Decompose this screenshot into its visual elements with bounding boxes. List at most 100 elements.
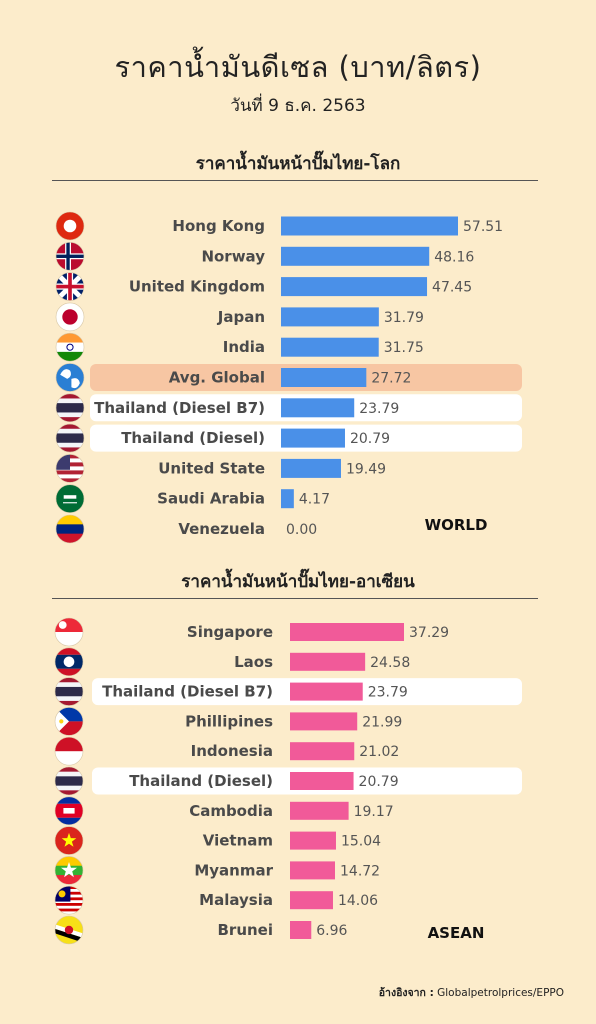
bar-row: Malaysia 14.06 bbox=[54, 885, 378, 915]
value-label: 19.17 bbox=[354, 804, 394, 820]
region-label: WORLD bbox=[425, 516, 488, 534]
bar-row: Thailand (Diesel B7) 23.79 bbox=[54, 677, 522, 706]
region-label: ASEAN bbox=[428, 924, 485, 942]
page-subtitle: วันที่ 9 ธ.ค. 2563 bbox=[230, 96, 366, 116]
bar-row: Japan 31.79 bbox=[55, 302, 424, 332]
value-label: 31.79 bbox=[384, 310, 424, 326]
bar bbox=[281, 277, 428, 297]
thailand-flag bbox=[55, 393, 85, 423]
source-label: อ้างอิงจาก : bbox=[378, 987, 434, 999]
category-label: Laos bbox=[234, 653, 273, 671]
category-label: United Kingdom bbox=[129, 278, 265, 296]
value-label: 14.06 bbox=[338, 893, 378, 909]
cambodia-flag bbox=[54, 796, 84, 826]
page-title: ราคาน้ำมันดีเซล (บาท/ลิตร) bbox=[114, 50, 482, 84]
value-label: 47.45 bbox=[432, 280, 472, 296]
bar-row: Venezuela 0.00 bbox=[55, 514, 317, 544]
bar-row: Hong Kong 57.51 bbox=[55, 211, 503, 241]
bar bbox=[290, 652, 366, 671]
bar bbox=[290, 682, 363, 701]
bar bbox=[290, 772, 354, 790]
category-label: Indonesia bbox=[191, 742, 273, 760]
thailand-flag bbox=[54, 766, 84, 796]
bar-row: Thailand (Diesel) 20.79 bbox=[54, 766, 522, 796]
value-label: 20.79 bbox=[350, 431, 390, 447]
category-label: Thailand (Diesel) bbox=[129, 772, 273, 790]
world-divider bbox=[52, 180, 538, 181]
value-label: 15.04 bbox=[341, 834, 381, 850]
united-states-flag bbox=[55, 454, 85, 483]
bar bbox=[281, 246, 430, 266]
value-label: 37.29 bbox=[409, 625, 449, 641]
bar bbox=[281, 337, 379, 357]
bar bbox=[281, 307, 379, 327]
bar bbox=[290, 831, 336, 850]
value-label: 31.75 bbox=[384, 340, 424, 356]
category-label: Phillipines bbox=[185, 712, 273, 730]
bar-row: United State 19.49 bbox=[55, 454, 386, 483]
bar bbox=[290, 801, 349, 820]
source-note: อ้างอิงจาก : Globalpetrolprices/EPPO bbox=[379, 984, 564, 1001]
bar-row: Vietnam 15.04 bbox=[54, 826, 381, 855]
value-label: 19.49 bbox=[346, 461, 386, 477]
category-label: Thailand (Diesel) bbox=[121, 429, 265, 447]
bar bbox=[290, 861, 336, 880]
asean-divider bbox=[52, 598, 538, 599]
category-label: Myanmar bbox=[194, 861, 273, 879]
bar-row: Indonesia 21.02 bbox=[54, 736, 399, 766]
bar bbox=[281, 368, 367, 387]
bar bbox=[281, 428, 345, 448]
norway-flag bbox=[55, 241, 85, 271]
myanmar-flag bbox=[54, 856, 84, 885]
bar-row: Thailand (Diesel) 20.79 bbox=[55, 423, 522, 453]
value-label: 57.51 bbox=[463, 219, 503, 235]
category-label: Thailand (Diesel B7) bbox=[94, 399, 265, 417]
bar-row: Thailand (Diesel B7) 23.79 bbox=[55, 393, 522, 423]
value-label: 48.16 bbox=[434, 249, 474, 265]
category-label: United State bbox=[158, 459, 265, 477]
bar bbox=[281, 398, 355, 418]
united-kingdom-flag bbox=[55, 272, 85, 301]
source-text: Globalpetrolprices/EPPO bbox=[437, 987, 564, 999]
value-label: 20.79 bbox=[359, 774, 399, 790]
value-label: 21.02 bbox=[359, 744, 399, 760]
thailand-flag bbox=[54, 677, 84, 706]
value-label: 6.96 bbox=[316, 923, 347, 939]
category-label: Hong Kong bbox=[172, 217, 265, 235]
bar-row: Brunei 6.96 bbox=[54, 915, 348, 945]
bar bbox=[281, 216, 458, 236]
bar-row: United Kingdom 47.45 bbox=[55, 272, 472, 301]
category-label: Norway bbox=[201, 247, 265, 265]
world-section-title: ราคาน้ำมันหน้าปั๊มไทย-โลก bbox=[195, 154, 401, 174]
singapore-flag bbox=[54, 617, 84, 647]
bar-row: Laos 24.58 bbox=[54, 647, 410, 677]
world-price-chart: Hong Kong 57.51 Norway 48.16 United Kingdom 4… bbox=[55, 211, 522, 544]
saudi-arabia-flag bbox=[55, 484, 85, 514]
category-label: Venezuela bbox=[178, 520, 265, 538]
bar-row: India 31.75 bbox=[55, 332, 424, 362]
globe-icon bbox=[55, 363, 85, 392]
bar-row: Singapore 37.29 bbox=[54, 617, 449, 647]
bar-row: Saudi Arabia 4.17 bbox=[55, 484, 330, 514]
malaysia-flag bbox=[54, 885, 84, 915]
bar-row: Norway 48.16 bbox=[55, 241, 474, 271]
category-label: Avg. Global bbox=[169, 369, 265, 387]
category-label: Thailand (Diesel B7) bbox=[102, 683, 273, 701]
category-label: Vietnam bbox=[203, 832, 273, 850]
bar-row: Cambodia 19.17 bbox=[54, 796, 394, 826]
india-flag bbox=[55, 332, 85, 362]
vietnam-flag bbox=[54, 826, 84, 855]
bar bbox=[290, 921, 312, 939]
category-label: Malaysia bbox=[199, 891, 273, 909]
value-label: 4.17 bbox=[299, 492, 330, 508]
value-label: 21.99 bbox=[362, 714, 402, 730]
venezuela-flag bbox=[55, 514, 85, 544]
category-label: Singapore bbox=[187, 623, 273, 641]
category-label: Cambodia bbox=[189, 802, 273, 820]
category-label: Brunei bbox=[217, 921, 273, 939]
brunei-flag bbox=[54, 915, 84, 945]
value-label: 14.72 bbox=[340, 863, 380, 879]
value-label: 0.00 bbox=[286, 522, 317, 538]
thailand-flag bbox=[55, 423, 85, 453]
value-label: 23.79 bbox=[359, 401, 399, 417]
